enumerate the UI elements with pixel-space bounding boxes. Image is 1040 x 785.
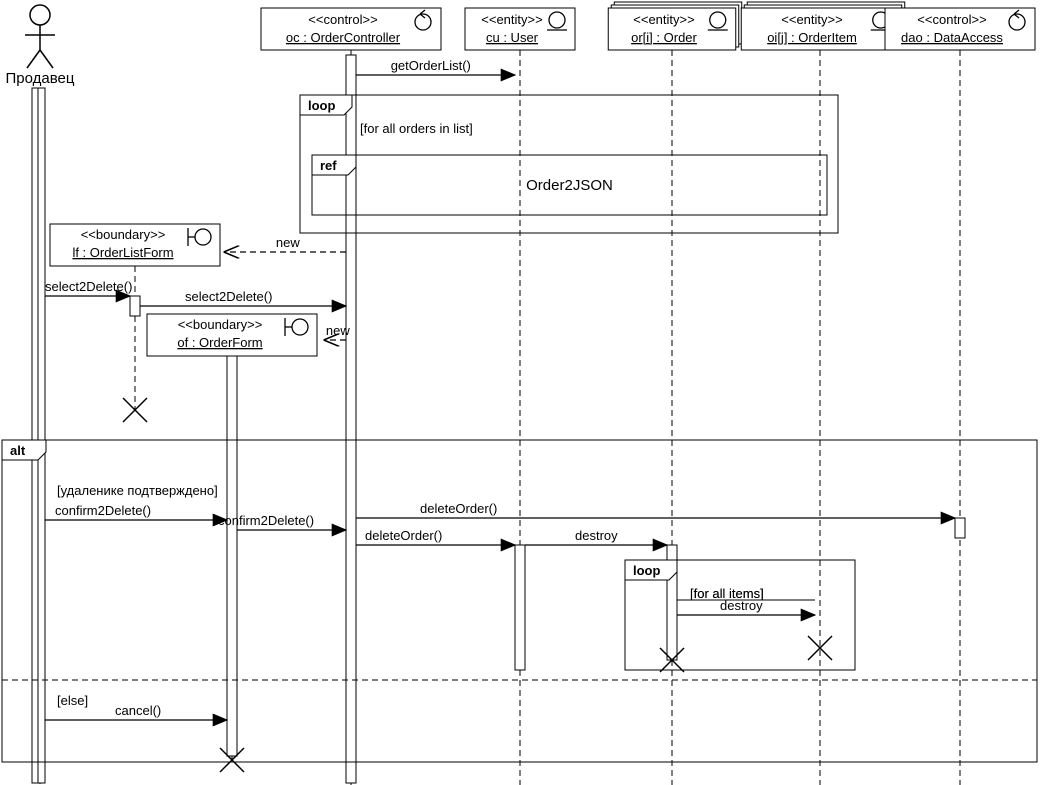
svg-text:confirm2Delete(): confirm2Delete(): [218, 513, 314, 528]
svg-text:destroy: destroy: [575, 528, 618, 543]
message: select2Delete(): [140, 289, 346, 306]
svg-text:select2Delete(): select2Delete(): [45, 279, 132, 294]
svg-text:alt: alt: [10, 443, 26, 458]
message: select2Delete(): [45, 279, 132, 296]
frame-ref: ref Order2JSON: [312, 155, 827, 215]
svg-text:<<entity>>: <<entity>>: [781, 12, 842, 27]
svg-text:new: new: [326, 323, 350, 338]
svg-text:deleteOrder(): deleteOrder(): [365, 528, 442, 543]
message: deleteOrder(): [356, 501, 955, 518]
svg-text:[else]: [else]: [57, 693, 88, 708]
svg-text:cancel(): cancel(): [115, 703, 161, 718]
svg-text:<<boundary>>: <<boundary>>: [178, 317, 263, 332]
svg-text:<<control>>: <<control>>: [308, 12, 377, 27]
message: confirm2Delete(): [218, 513, 346, 530]
svg-text:select2Delete(): select2Delete(): [185, 289, 272, 304]
svg-text:<<entity>>: <<entity>>: [633, 12, 694, 27]
message: deleteOrder(): [356, 528, 515, 545]
svg-text:cu : User: cu : User: [486, 30, 539, 45]
svg-text:getOrderList(): getOrderList(): [391, 58, 471, 73]
message: confirm2Delete(): [45, 503, 227, 520]
message: new: [325, 323, 350, 340]
svg-text:<<boundary>>: <<boundary>>: [81, 227, 166, 242]
svg-text:[for all orders in list]: [for all orders in list]: [360, 121, 473, 136]
svg-text:<<control>>: <<control>>: [917, 12, 986, 27]
message: destroy: [525, 528, 667, 545]
svg-text:loop: loop: [308, 98, 335, 113]
lifeline-oi: <<entity>> oi[j] : OrderItem: [741, 2, 905, 785]
activation-cu: [515, 545, 525, 670]
svg-text:or[i] : Order: or[i] : Order: [631, 30, 697, 45]
svg-text:loop: loop: [633, 563, 660, 578]
svg-text:deleteOrder(): deleteOrder(): [420, 501, 497, 516]
lifeline-dao: <<control>> dao : DataAccess: [885, 8, 1035, 785]
actor: Продавец: [6, 5, 75, 785]
activation-of: [227, 356, 237, 756]
message: getOrderList(): [356, 58, 515, 75]
svg-text:Продавец: Продавец: [6, 70, 75, 87]
svg-text:confirm2Delete(): confirm2Delete(): [55, 503, 151, 518]
svg-text:dao : DataAccess: dao : DataAccess: [901, 30, 1003, 45]
activation-dao: [955, 518, 965, 538]
frame-loop: loop [for all orders in list]: [300, 95, 838, 233]
lifeline-or: <<entity>> or[i] : Order: [608, 2, 742, 785]
activation-lf: [130, 296, 140, 316]
svg-text:<<entity>>: <<entity>>: [481, 12, 542, 27]
svg-text:lf : OrderListForm: lf : OrderListForm: [72, 245, 173, 260]
svg-text:[удаленике подтверждено]: [удаленике подтверждено]: [57, 483, 218, 498]
message: new: [225, 235, 346, 252]
destroy-icon: [808, 636, 832, 660]
svg-text:oi[j] : OrderItem: oi[j] : OrderItem: [767, 30, 857, 45]
svg-text:of : OrderForm: of : OrderForm: [177, 335, 262, 350]
svg-text:oc : OrderController: oc : OrderController: [286, 30, 401, 45]
svg-text:new: new: [276, 235, 300, 250]
svg-text:ref: ref: [320, 158, 337, 173]
svg-text:Order2JSON: Order2JSON: [526, 177, 613, 194]
